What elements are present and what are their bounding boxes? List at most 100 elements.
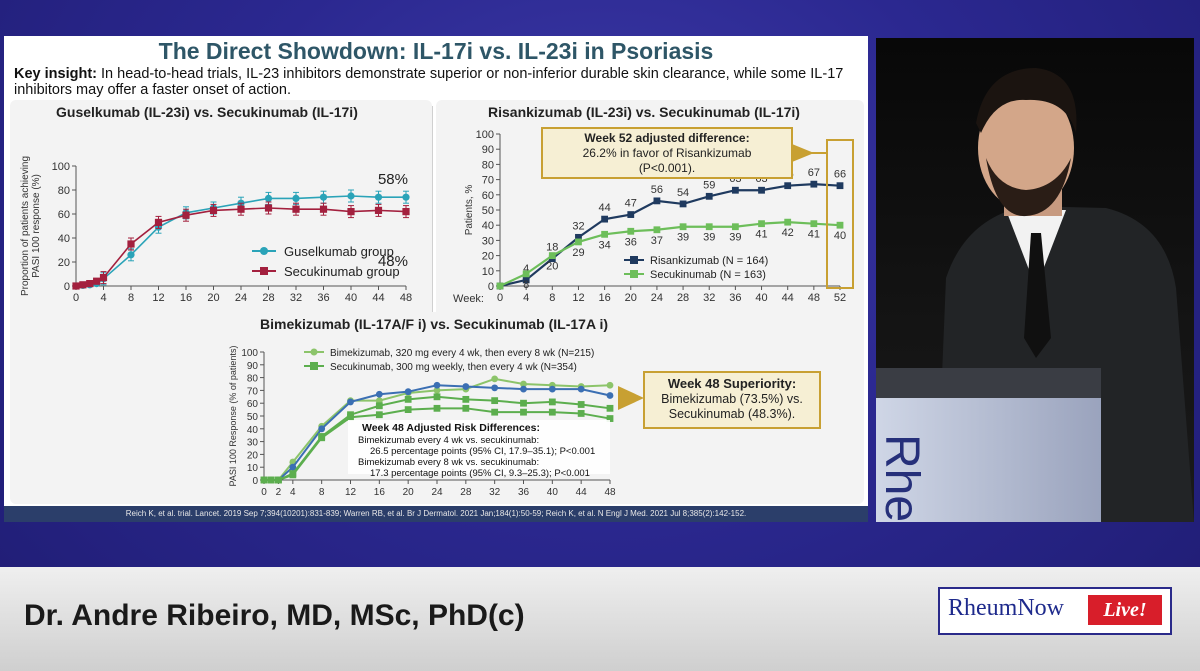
chart3-xtick-label: 44 — [576, 487, 588, 498]
chart3-point — [491, 408, 499, 416]
chart2-callout-line1: Week 52 adjusted difference: — [584, 131, 749, 145]
chart1-ytick-label: 100 — [52, 161, 70, 173]
chart1-point — [319, 205, 328, 213]
chart2-point — [731, 186, 739, 194]
chart2-xtick-label: 4 — [523, 292, 529, 304]
chart1-point — [402, 193, 410, 201]
chart2-callout-line2: 26.2% in favor of Risankizumab — [583, 146, 752, 160]
chart2-data-label: 37 — [651, 235, 663, 247]
chart2-title: Risankizumab (IL-23i) vs. Secukinumab (I… — [488, 104, 800, 120]
speaker-scene: Rhe — [876, 68, 1194, 522]
chart2-ytick-label: 20 — [482, 251, 494, 263]
chart2-xtick-label: 36 — [729, 292, 741, 304]
chart1-point — [154, 218, 163, 226]
chart2-xtick-label: 16 — [598, 292, 610, 304]
chart2-point — [784, 182, 792, 190]
chart1-point — [264, 194, 273, 202]
chart2-point — [522, 270, 530, 278]
chart2-data-label: 8 — [523, 279, 529, 291]
chart1-xtick-label: 0 — [73, 292, 79, 304]
chart2-data-label: 29 — [572, 247, 584, 259]
chart3-point — [347, 413, 354, 421]
chart3-risk-line1: Bimekizumab every 4 wk vs. secukinumab: — [358, 435, 539, 446]
chart3-point — [375, 411, 383, 419]
chart3-point — [275, 476, 282, 484]
chart3-point — [606, 415, 614, 422]
chart2-ytick-label: 90 — [482, 144, 494, 156]
chart3-point — [577, 401, 585, 408]
chart2-data-label: 39 — [729, 232, 741, 244]
chart1-xtick-label: 4 — [100, 292, 106, 304]
chart3-risk-line4: 17.3 percentage points (95% CI, 9.3–25.3… — [370, 468, 590, 479]
chart3-ytick-label: 50 — [247, 412, 259, 423]
chart2-point — [705, 192, 713, 200]
chart1-point — [292, 205, 300, 213]
chart3-callout-line1: Week 48 Superiority: — [668, 376, 796, 391]
chart1-point — [86, 280, 94, 288]
chart1-xtick-label: 40 — [345, 292, 357, 304]
chart3-point — [491, 397, 499, 405]
chart1-point — [99, 274, 108, 282]
chart2-data-label: 20 — [546, 261, 558, 273]
chart2-data-label: 40 — [834, 230, 846, 242]
speaker-video: Rhe — [876, 38, 1194, 522]
chart1-point — [127, 240, 135, 248]
chart2-xtick-label: 12 — [572, 292, 584, 304]
podium-front — [876, 398, 1101, 522]
chart2-point — [836, 182, 844, 190]
chart3-point — [462, 395, 470, 403]
chart2-ytick-label: 100 — [476, 129, 494, 141]
chart3-point — [548, 385, 556, 393]
chart2-data-label: 56 — [651, 184, 663, 196]
chart3-point — [433, 387, 441, 394]
chart3-ytick-label: 30 — [247, 438, 259, 449]
speaker-hair — [976, 68, 1077, 133]
podium — [876, 368, 1101, 398]
chart1-ylabel: Proportion of patients achieving — [20, 156, 31, 296]
chart3-point — [520, 408, 527, 416]
chart1-point — [347, 192, 355, 200]
panel-divider — [432, 106, 433, 312]
chart3-point — [520, 380, 527, 388]
chart3-point — [548, 408, 556, 416]
chart1-point — [292, 194, 300, 202]
speaker-beard — [986, 158, 1071, 217]
chart3-legend-label: Secukinumab, 300 mg weekly, then every 4… — [330, 362, 577, 373]
chart2-point — [810, 180, 818, 188]
chart3-xtick-label: 28 — [460, 487, 472, 498]
chart2-ytick-label: 60 — [482, 190, 494, 202]
chart2-point — [627, 211, 635, 218]
chart3-point — [433, 381, 441, 389]
chart2-data-label: 36 — [625, 236, 637, 248]
chart3-risk-line2: 26.5 percentage points (95% CI, 17.9–35.… — [370, 446, 595, 457]
chart2-ytick-label: 30 — [482, 235, 494, 247]
chart1-annotation-58: 58% — [378, 171, 408, 188]
chart2-ytick-label: 80 — [482, 159, 494, 171]
chart2-point — [758, 186, 765, 194]
chart1-xtick-label: 20 — [207, 292, 219, 304]
speaker-tie — [1024, 233, 1051, 358]
chart1-ytick-label: 0 — [64, 281, 70, 293]
chart1-xtick-label: 16 — [180, 292, 192, 304]
chart2-xtick-label: 52 — [834, 292, 846, 304]
chart2-data-label: 39 — [677, 232, 689, 244]
chart2-xtick-label: 32 — [703, 292, 715, 304]
chart2-point — [836, 221, 844, 229]
chart2-xtick-label: 48 — [808, 292, 820, 304]
chart1-ytick-label: 60 — [58, 209, 70, 221]
presentation-slide: The Direct Showdown: IL-17i vs. IL-23i i… — [4, 36, 868, 522]
podium-text: Rhe — [876, 434, 928, 522]
chart1-point — [374, 206, 383, 214]
chart2-xtick-label: 0 — [497, 292, 503, 304]
chart2-legend-marker — [630, 256, 638, 264]
chart2-point — [496, 282, 504, 290]
chart3-xtick-label: 36 — [518, 487, 530, 498]
chart2-data-label: 47 — [625, 198, 637, 210]
chart2-legend-label: Risankizumab (N = 164) — [650, 255, 768, 267]
chart3-ytick-label: 0 — [252, 476, 258, 487]
speaker-head — [978, 86, 1074, 210]
chart2-ylabel: Patients, % — [464, 185, 475, 236]
chart1-ytick-label: 20 — [58, 257, 70, 269]
chart2-xtick-label: 24 — [651, 292, 663, 304]
chart1-title: Guselkumab (IL-23i) vs. Secukinumab (IL-… — [56, 104, 358, 120]
